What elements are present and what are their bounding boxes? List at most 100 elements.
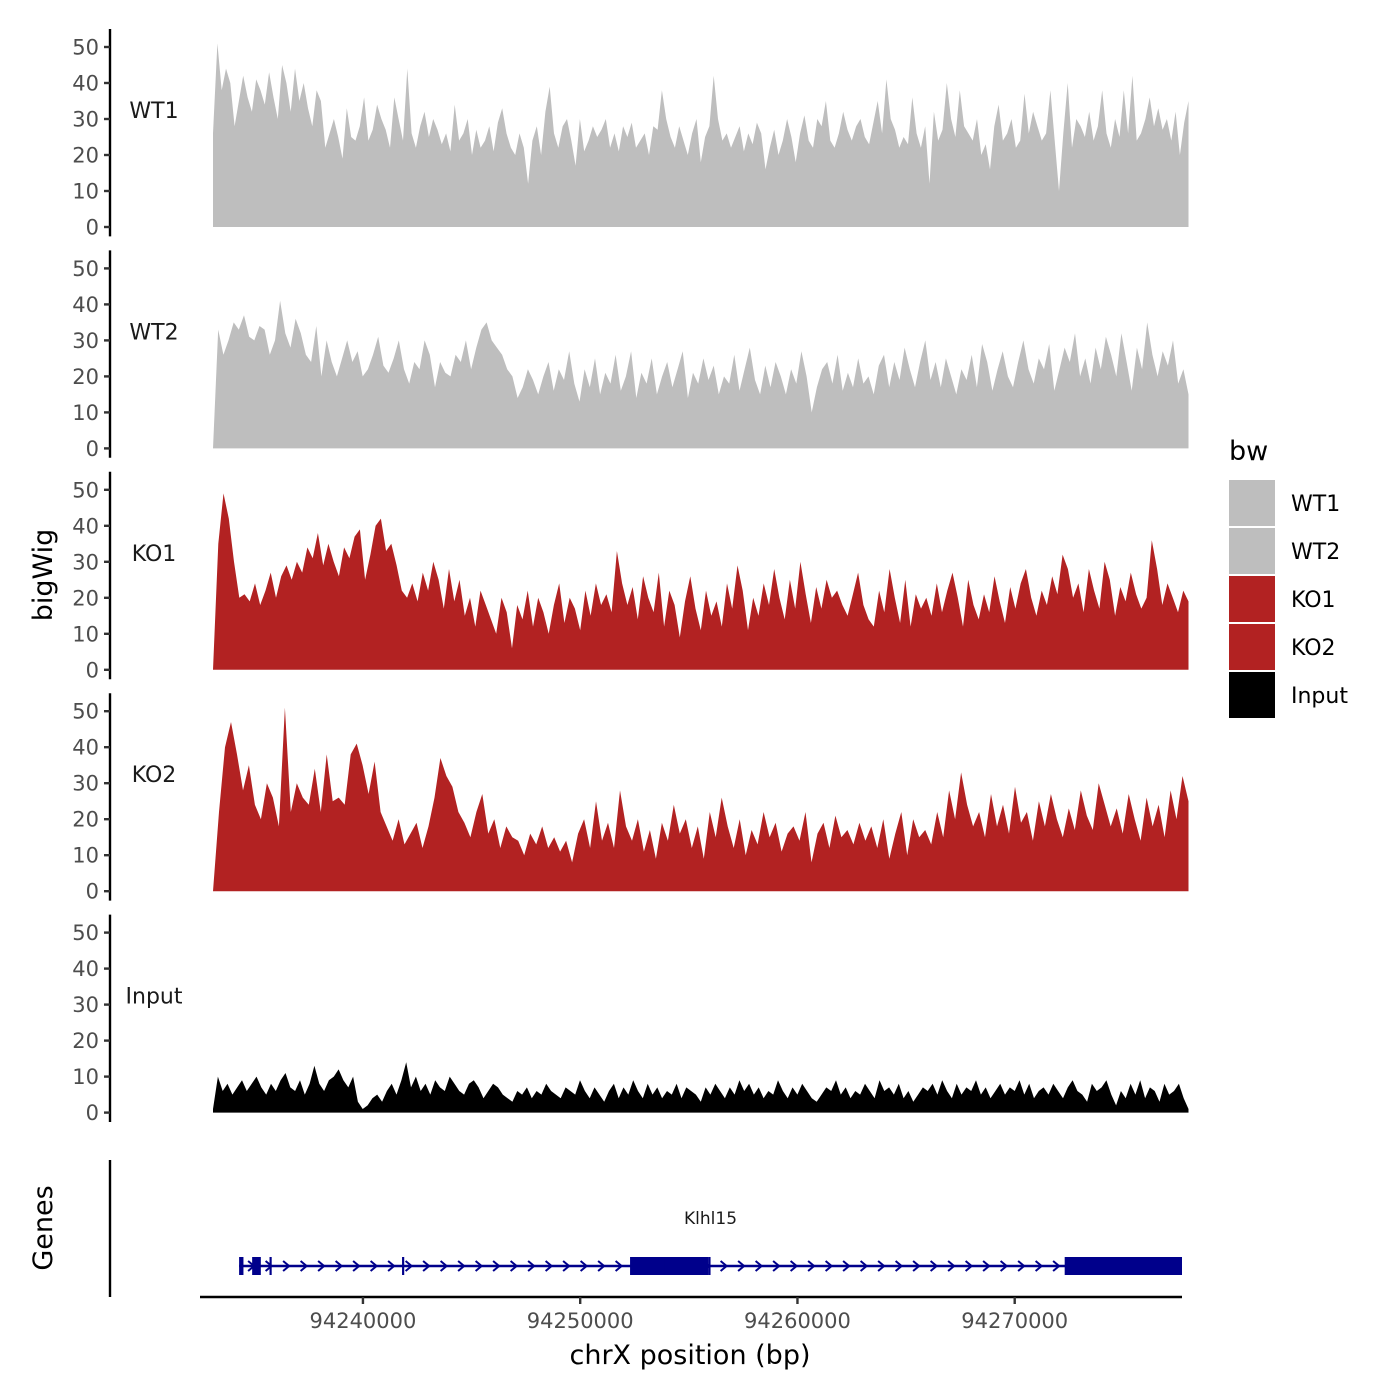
genes-axis-title: Genes <box>28 1185 59 1270</box>
genes-panel: Klhl15 <box>108 1160 1182 1297</box>
strand-arrow <box>422 1260 431 1272</box>
track-ko2: 0 10 20 30 40 50 KO2 <box>72 693 1189 904</box>
legend-label-ko1: KO1 <box>1291 588 1336 613</box>
y-tick-label: 40 <box>72 72 99 96</box>
strand-arrow <box>492 1260 501 1272</box>
legend: bw WT1 WT2 KO1 KO2 Input <box>1229 436 1348 718</box>
strand-arrow <box>964 1260 974 1272</box>
strand-arrow <box>754 1260 764 1272</box>
strand-arrow <box>457 1260 466 1272</box>
strand-arrow <box>527 1260 536 1272</box>
legend-swatch-ko1 <box>1229 576 1275 622</box>
y-tick-label: 20 <box>72 365 99 389</box>
y-tick-label: 40 <box>72 293 99 317</box>
strand-arrow <box>947 1260 956 1272</box>
track-ko1: 0 10 20 30 40 50 KO1 <box>72 471 1189 682</box>
strand-arrow <box>859 1260 869 1272</box>
x-tick-label: 94260000 <box>744 1309 851 1333</box>
y-tick-label: 20 <box>72 808 99 832</box>
strand-arrow <box>807 1260 816 1272</box>
x-tick-label: 94250000 <box>527 1309 634 1333</box>
strand-arrow <box>544 1260 554 1272</box>
y-tick-label: 10 <box>72 401 99 425</box>
y-tick-label: 40 <box>72 736 99 760</box>
y-tick-label: 20 <box>72 1029 99 1053</box>
strand-arrow <box>439 1260 449 1272</box>
strand-arrow <box>387 1260 396 1272</box>
coding-exon <box>708 1257 711 1275</box>
strand-arrow <box>1052 1260 1061 1272</box>
coverage-area-ko1 <box>213 493 1189 670</box>
track-label-ko1: KO1 <box>132 542 177 567</box>
strand-arrow <box>789 1260 799 1272</box>
strand-arrow <box>334 1260 344 1272</box>
strand-arrow <box>719 1260 729 1272</box>
strand-arrow <box>772 1260 781 1272</box>
y-tick-label: 30 <box>72 993 99 1017</box>
y-tick-label: 30 <box>72 772 99 796</box>
y-tick-label: 10 <box>72 1065 99 1089</box>
y-tick-label: 30 <box>72 550 99 574</box>
coverage-area-input <box>213 1062 1189 1113</box>
legend-swatch-wt1 <box>1229 480 1275 526</box>
y-tick-label: 10 <box>72 844 99 868</box>
coverage-area-wt1 <box>213 43 1189 228</box>
strand-arrow <box>982 1260 991 1272</box>
legend-label-input: Input <box>1291 684 1348 709</box>
track-wt1: 0 10 20 30 40 50 WT1 <box>72 29 1189 240</box>
y-tick-label: 50 <box>72 700 99 724</box>
legend-swatch-wt2 <box>1229 528 1275 574</box>
strand-arrow <box>282 1260 291 1272</box>
exon <box>269 1257 272 1275</box>
exon <box>239 1257 244 1275</box>
coverage-area-ko2 <box>213 707 1189 892</box>
y-axis-title: bigWig <box>28 529 59 622</box>
y-tick-label: 10 <box>72 180 99 204</box>
y-tick-label: 20 <box>72 586 99 610</box>
tracks-group: 0 10 20 30 40 50 WT1 0 10 20 30 40 50 WT2 0 10 20 30 40 50 K… <box>72 29 1189 1125</box>
x-tick-label: 94240000 <box>309 1309 416 1333</box>
exon <box>402 1257 405 1275</box>
y-tick-label: 0 <box>86 216 99 240</box>
y-tick-label: 30 <box>72 329 99 353</box>
y-tick-label: 30 <box>72 108 99 132</box>
strand-arrow <box>1017 1260 1026 1272</box>
legend-swatch-input <box>1229 672 1275 718</box>
track-label-ko2: KO2 <box>132 763 177 788</box>
y-tick-label: 50 <box>72 921 99 945</box>
strand-arrow <box>894 1260 904 1272</box>
strand-arrow <box>842 1260 851 1272</box>
legend-swatch-ko2 <box>1229 624 1275 670</box>
gene-name-label: Klhl15 <box>684 1209 737 1229</box>
strand-arrow <box>912 1260 921 1272</box>
coding-exon <box>630 1257 665 1275</box>
strand-arrow <box>999 1260 1009 1272</box>
y-tick-label: 20 <box>72 144 99 168</box>
track-label-wt1: WT1 <box>129 99 178 124</box>
y-tick-label: 40 <box>72 957 99 981</box>
x-axis-title: chrX position (bp) <box>569 1340 810 1371</box>
strand-arrow <box>614 1260 624 1272</box>
exon <box>1064 1257 1182 1275</box>
y-tick-label: 10 <box>72 622 99 646</box>
strand-arrow <box>474 1260 484 1272</box>
strand-arrow <box>562 1260 571 1272</box>
track-label-wt2: WT2 <box>129 320 178 345</box>
coverage-area-wt2 <box>213 300 1189 449</box>
exon <box>252 1257 261 1275</box>
strand-arrow <box>597 1260 606 1272</box>
x-axis: 94240000 94250000 94260000 94270000 <box>200 1295 1182 1333</box>
strand-arrow <box>1034 1260 1044 1272</box>
strand-arrow <box>404 1260 414 1272</box>
strand-arrow <box>824 1260 834 1272</box>
track-input: 0 10 20 30 40 50 Input <box>72 914 1189 1125</box>
legend-label-wt1: WT1 <box>1291 492 1340 517</box>
y-tick-label: 50 <box>72 36 99 60</box>
legend-title: bw <box>1229 436 1268 467</box>
y-tick-label: 0 <box>86 658 99 682</box>
strand-arrow <box>877 1260 886 1272</box>
track-wt2: 0 10 20 30 40 50 WT2 <box>72 250 1189 461</box>
y-tick-label: 40 <box>72 514 99 538</box>
x-tick-label: 94270000 <box>961 1309 1068 1333</box>
